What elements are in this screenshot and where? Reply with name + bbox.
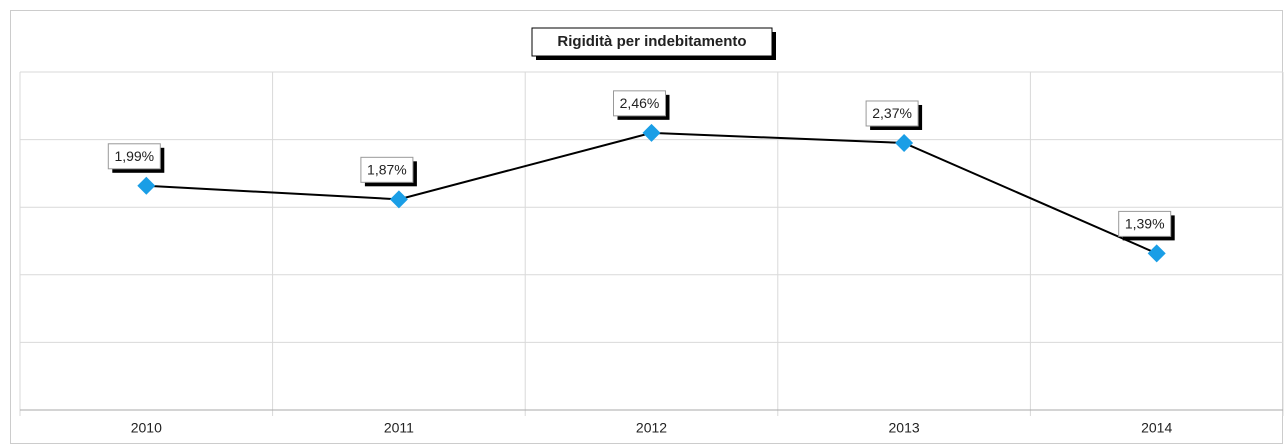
data-label-box [1118, 210, 1172, 237]
data-label: 1,39% [1125, 216, 1165, 232]
data-label: 2,46% [620, 95, 660, 111]
data-point [895, 133, 914, 152]
x-tick-label: 2011 [384, 420, 414, 436]
data-label-box [865, 100, 919, 127]
chart-frame [10, 10, 1283, 444]
data-point [389, 190, 408, 209]
data-point [642, 123, 661, 142]
data-label-box [360, 156, 414, 183]
data-label: 1,87% [367, 162, 407, 178]
x-tick-label: 2013 [889, 420, 920, 436]
data-point [137, 176, 156, 195]
x-tick-label: 2010 [131, 420, 162, 436]
data-label: 2,37% [872, 105, 912, 121]
x-tick-label: 2012 [636, 420, 667, 436]
chart-title: Rigidità per indebitamento [557, 33, 746, 50]
data-point [1147, 244, 1166, 263]
title-box [531, 27, 773, 57]
x-tick-label: 2014 [1141, 420, 1172, 436]
data-label-box [107, 143, 161, 170]
data-label-box [613, 90, 666, 117]
data-label: 1,99% [114, 148, 154, 164]
